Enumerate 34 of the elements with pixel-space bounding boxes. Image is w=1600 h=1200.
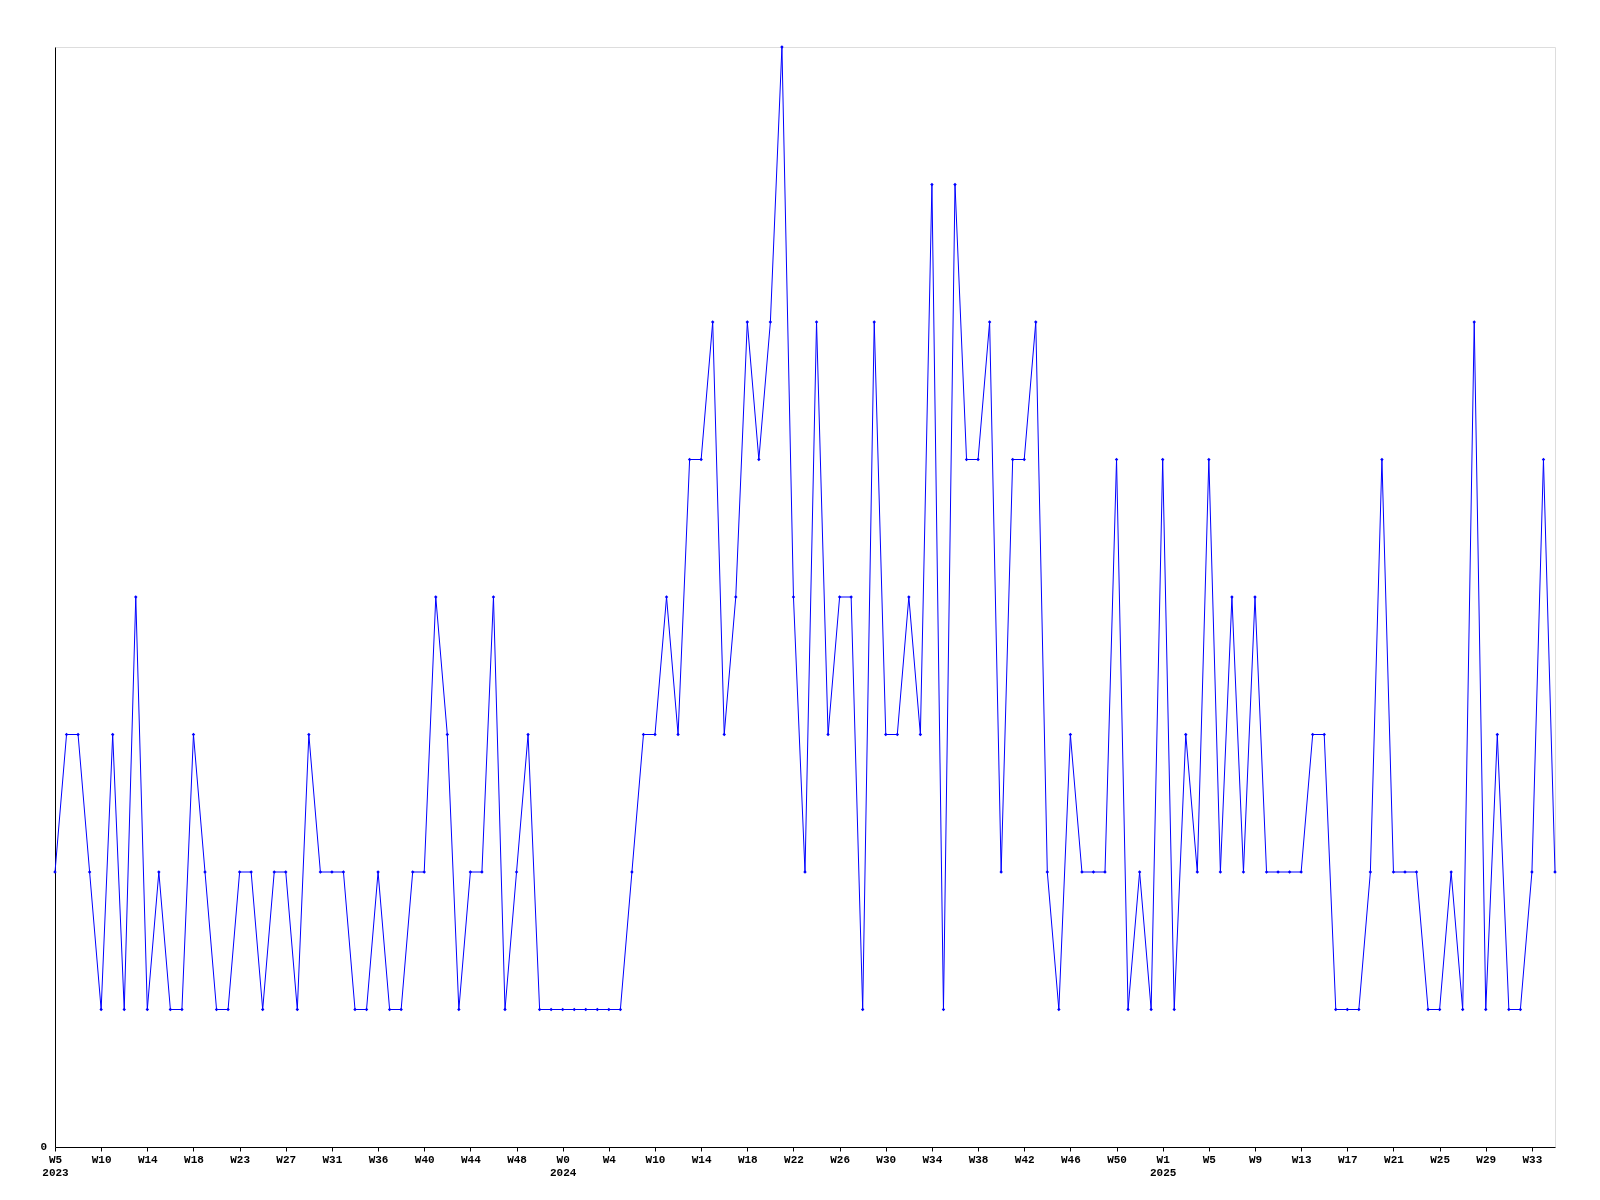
x-tick-label: W50 — [1107, 1153, 1127, 1166]
x-tick-label: W10 — [91, 1153, 112, 1166]
x-tick-label: W18 — [184, 1153, 205, 1166]
x-tick-label: W44 — [460, 1153, 482, 1166]
x-tick-label: W18 — [737, 1153, 759, 1166]
x-tick-label: W21 — [1384, 1153, 1405, 1166]
x-tick-label: W1 2025 — [1149, 1153, 1177, 1179]
x-tick-label: W36 — [368, 1153, 389, 1166]
x-tick-label: W30 — [876, 1153, 897, 1166]
x-tick-label: W40 — [414, 1153, 435, 1166]
x-tick-label: W14 — [691, 1153, 712, 1166]
text: 0 — [40, 1141, 47, 1153]
x-tick-label: W0 2024 — [549, 1153, 577, 1179]
x-tick-label: W23 — [230, 1153, 251, 1166]
x-tick-label: W25 — [1430, 1153, 1451, 1166]
x-tick-label: W29 — [1476, 1153, 1497, 1166]
x-tick-label: W26 — [830, 1153, 851, 1166]
x-tick-label: W9 — [1248, 1153, 1263, 1166]
x-tick-label: W33 — [1522, 1153, 1543, 1166]
x-tick-label: W4 — [602, 1153, 617, 1166]
x-tick-label: W46 — [1060, 1153, 1081, 1166]
x-tick-label: W48 — [507, 1153, 528, 1166]
x-tick-label: W34 — [922, 1153, 943, 1166]
x-tick-label: W13 — [1291, 1153, 1312, 1166]
x-tick-label: W14 — [137, 1153, 159, 1166]
x-tick-label: W27 — [276, 1153, 297, 1166]
x-tick-label: W5 — [1202, 1153, 1217, 1166]
x-tick-label: W38 — [968, 1153, 989, 1166]
x-tick-label: W17 — [1337, 1153, 1358, 1166]
x-tick-label: W10 — [645, 1153, 666, 1166]
x-tick-label: W42 — [1014, 1153, 1035, 1166]
x-tick-label: W22 — [784, 1153, 804, 1166]
x-tick-label: W5 2023 — [42, 1153, 70, 1179]
x-tick-label: W31 — [322, 1153, 343, 1166]
